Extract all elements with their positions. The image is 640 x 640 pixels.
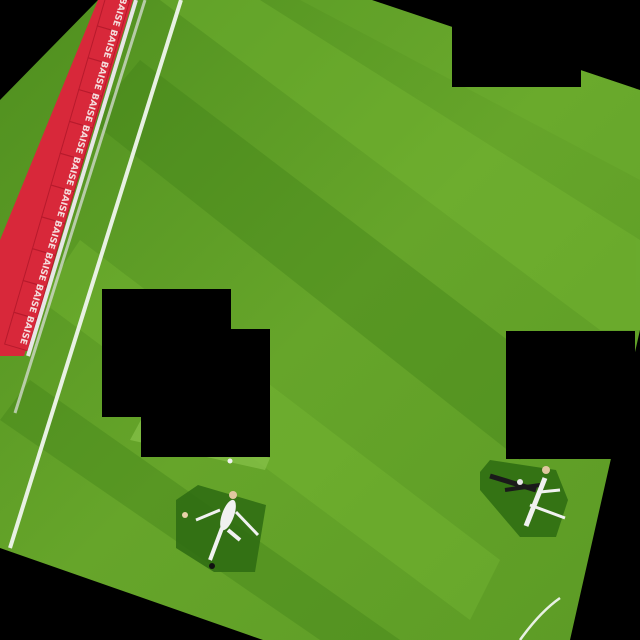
pitch-arc (518, 596, 561, 640)
player-group-right (480, 460, 568, 537)
player-group-left (176, 485, 266, 572)
player-dark-kit (489, 473, 541, 493)
ad-board-base (26, 0, 138, 357)
redaction-box-4 (506, 331, 635, 459)
touchline (8, 0, 183, 549)
ad-boards: BAISEBAISEBAISEBAISEBAISEBAISEBAISEBAISE… (0, 0, 138, 357)
ball (182, 512, 188, 518)
player-white-kit (195, 491, 260, 569)
redactions (102, 0, 635, 459)
player-white-kit-right (523, 466, 566, 527)
redaction-box-3 (452, 0, 581, 87)
redaction-box-2 (141, 329, 270, 457)
